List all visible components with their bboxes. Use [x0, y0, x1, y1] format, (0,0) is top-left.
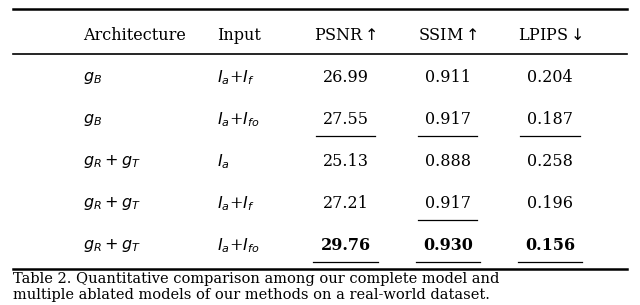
Text: 0.911: 0.911 [425, 69, 471, 86]
Text: $g_R + g_T$: $g_R + g_T$ [83, 237, 141, 254]
Text: $g_B$: $g_B$ [83, 69, 102, 86]
Text: PSNR$\uparrow$: PSNR$\uparrow$ [314, 27, 377, 45]
Text: $I_a$+$I_f$: $I_a$+$I_f$ [218, 194, 255, 213]
Text: 0.917: 0.917 [425, 195, 471, 212]
Text: 0.917: 0.917 [425, 111, 471, 128]
Text: 0.258: 0.258 [527, 153, 573, 170]
Text: 0.204: 0.204 [527, 69, 573, 86]
Text: $I_a$+$I_{fo}$: $I_a$+$I_{fo}$ [218, 110, 260, 129]
Text: $I_a$+$I_f$: $I_a$+$I_f$ [218, 68, 255, 87]
Text: $g_R + g_T$: $g_R + g_T$ [83, 195, 141, 212]
Text: $g_R + g_T$: $g_R + g_T$ [83, 153, 141, 170]
Text: 26.99: 26.99 [323, 69, 369, 86]
Text: $I_a$: $I_a$ [218, 152, 230, 171]
Text: 29.76: 29.76 [321, 237, 371, 254]
Text: 0.888: 0.888 [425, 153, 471, 170]
Text: $g_B$: $g_B$ [83, 111, 102, 128]
Text: 0.187: 0.187 [527, 111, 573, 128]
Text: LPIPS$\downarrow$: LPIPS$\downarrow$ [518, 27, 582, 45]
Text: 0.156: 0.156 [525, 237, 575, 254]
Text: 0.196: 0.196 [527, 195, 573, 212]
Text: 0.930: 0.930 [423, 237, 473, 254]
Text: SSIM$\uparrow$: SSIM$\uparrow$ [418, 27, 477, 45]
Text: $I_a$+$I_{fo}$: $I_a$+$I_{fo}$ [218, 236, 260, 255]
Text: 27.21: 27.21 [323, 195, 369, 212]
Text: 27.55: 27.55 [323, 111, 369, 128]
Text: Input: Input [218, 27, 261, 45]
Text: 25.13: 25.13 [323, 153, 369, 170]
Text: Table 2. Quantitative comparison among our complete model and
multiple ablated m: Table 2. Quantitative comparison among o… [13, 272, 499, 303]
Text: Architecture: Architecture [83, 27, 186, 45]
